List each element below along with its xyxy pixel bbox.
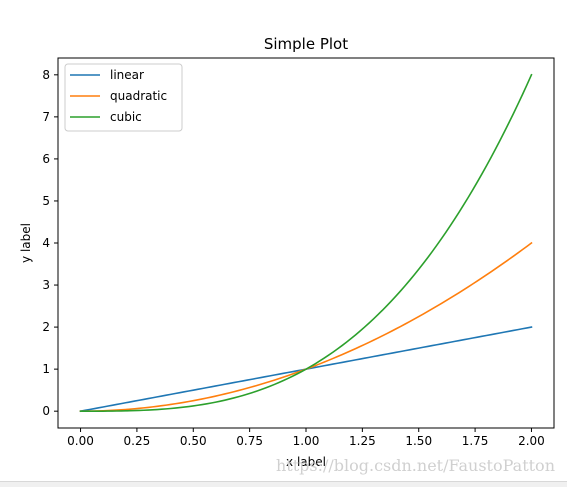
x-tick-label: 0.25	[124, 434, 151, 448]
legend-label-cubic: cubic	[110, 110, 142, 124]
y-axis-ticks: 0 1 2 3 4 5 6 7 8	[42, 68, 58, 418]
x-tick-label: 1.50	[405, 434, 432, 448]
x-tick-label: 0.50	[180, 434, 207, 448]
chart-title: Simple Plot	[264, 35, 348, 53]
legend: linear quadratic cubic	[64, 63, 183, 132]
series-line-quadratic	[79, 241, 533, 412]
legend-label-linear: linear	[110, 68, 144, 82]
y-tick-label: 1	[42, 362, 50, 376]
x-axis-label: x label	[286, 455, 326, 469]
x-tick-label: 1.25	[349, 434, 376, 448]
x-tick-label: 0.75	[236, 434, 263, 448]
window-bottom-edge	[0, 481, 567, 487]
y-tick-label: 8	[42, 68, 50, 82]
y-tick-label: 6	[42, 152, 50, 166]
legend-label-quadratic: quadratic	[110, 89, 167, 103]
legend-box	[64, 63, 183, 132]
x-axis-ticks: 0.00 0.25 0.50 0.75 1.00 1.25 1.50 1.75 2.00	[67, 428, 545, 448]
y-tick-label: 5	[42, 194, 50, 208]
y-tick-label: 3	[42, 278, 50, 292]
y-axis-label: y label	[19, 223, 33, 263]
y-tick-label: 2	[42, 320, 50, 334]
x-tick-label: 1.00	[293, 434, 320, 448]
y-tick-label: 7	[42, 110, 50, 124]
x-tick-label: 1.75	[462, 434, 489, 448]
series-line-cubic	[79, 73, 533, 412]
y-tick-label: 0	[42, 404, 50, 418]
series-lines	[79, 73, 533, 413]
x-tick-label: 2.00	[518, 434, 545, 448]
y-tick-label: 4	[42, 236, 50, 250]
watermark-url: https://blog.csdn.net/FaustoPatton	[276, 456, 555, 475]
x-tick-label: 0.00	[67, 434, 94, 448]
